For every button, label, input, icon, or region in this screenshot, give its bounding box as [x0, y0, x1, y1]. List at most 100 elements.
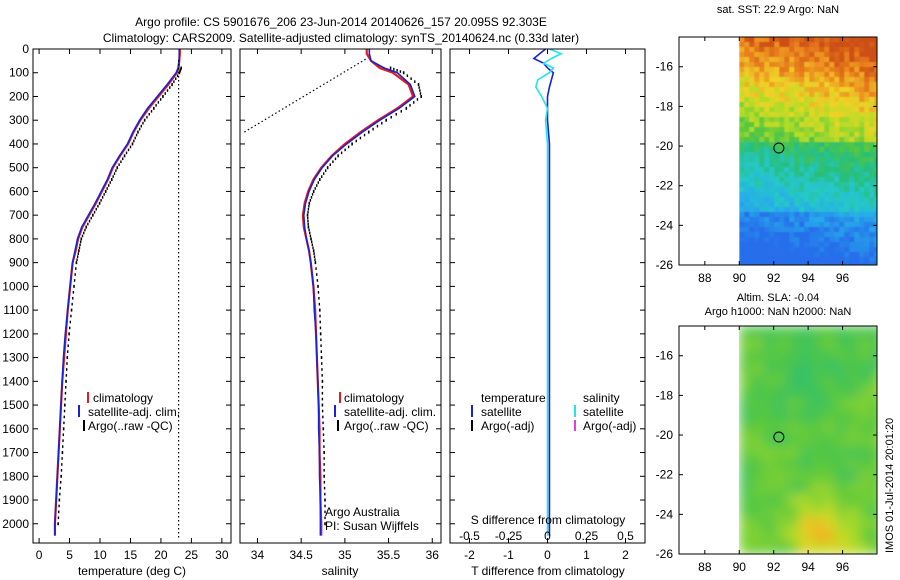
- heatmap-cell: [839, 232, 845, 238]
- heatmap-cell: [787, 398, 800, 411]
- heatmap-cell: [859, 92, 865, 98]
- heatmap-cell: [854, 127, 860, 133]
- heatmap-cell: [759, 252, 765, 258]
- map-x-tick-label: 88: [698, 560, 712, 574]
- heatmap-cell: [784, 172, 790, 178]
- heatmap-cell: [819, 57, 825, 63]
- heatmap-cell: [774, 212, 780, 218]
- heatmap-cell: [819, 117, 825, 123]
- heatmap-cell: [859, 458, 872, 471]
- heatmap-cell: [763, 458, 776, 471]
- heatmap-cell: [739, 446, 752, 459]
- heatmap-cell: [769, 52, 775, 58]
- heatmap-cell: [779, 262, 785, 265]
- heatmap-cell: [739, 187, 745, 193]
- heatmap-cell: [763, 470, 776, 483]
- heatmap-cell: [854, 37, 860, 43]
- heatmap-cell: [775, 410, 788, 423]
- heatmap-cell: [854, 82, 860, 88]
- figure-title-line2: Climatology: CARS2009. Satellite-adjuste…: [103, 31, 579, 45]
- heatmap-cell: [854, 157, 860, 163]
- heatmap-cell: [789, 117, 795, 123]
- heatmap-cell: [874, 87, 877, 93]
- heatmap-cell: [869, 247, 875, 253]
- heatmap-cell: [819, 217, 825, 223]
- heatmap-cell: [779, 182, 785, 188]
- heatmap-cell: [764, 242, 770, 248]
- heatmap-cell: [834, 192, 840, 198]
- heatmap-cell: [764, 117, 770, 123]
- heatmap-cell: [829, 262, 835, 265]
- heatmap-cell: [799, 470, 812, 483]
- heatmap-cell: [854, 262, 860, 265]
- heatmap-cell: [839, 142, 845, 148]
- heatmap-cell: [809, 212, 815, 218]
- heatmap-cell: [784, 127, 790, 133]
- heatmap-cell: [804, 142, 810, 148]
- heatmap-cell: [839, 237, 845, 243]
- heatmap-cell: [854, 212, 860, 218]
- heatmap-cell: [869, 72, 875, 78]
- heatmap-cell: [819, 222, 825, 228]
- heatmap-cell: [847, 374, 860, 387]
- heatmap-cell: [764, 97, 770, 103]
- heatmap-cell: [749, 162, 755, 168]
- heatmap-cell: [849, 87, 855, 93]
- heatmap-cell: [774, 127, 780, 133]
- heatmap-cell: [754, 72, 760, 78]
- heatmap-cell: [869, 182, 875, 188]
- heatmap-cell: [809, 227, 815, 233]
- heatmap-cell: [844, 157, 850, 163]
- heatmap-cell: [789, 47, 795, 53]
- heatmap-cell: [789, 247, 795, 253]
- heatmap-cell: [787, 362, 800, 375]
- heatmap-cell: [834, 97, 840, 103]
- heatmap-cell: [744, 217, 750, 223]
- y-tick-label: 500: [9, 161, 29, 175]
- x-tick-label: 20: [154, 548, 168, 562]
- heatmap-cell: [847, 542, 860, 554]
- heatmap-cell: [809, 137, 815, 143]
- heatmap-cell: [869, 107, 875, 113]
- heatmap-cell: [779, 252, 785, 258]
- heatmap-cell: [744, 147, 750, 153]
- y-tick-label: 1200: [2, 327, 29, 341]
- heatmap-cell: [769, 82, 775, 88]
- heatmap-cell: [779, 167, 785, 173]
- heatmap-cell: [864, 232, 870, 238]
- heatmap-cell: [794, 117, 800, 123]
- heatmap-cell: [854, 77, 860, 83]
- heatmap-cell: [874, 182, 877, 188]
- heatmap-cell: [819, 47, 825, 53]
- heatmap-cell: [849, 97, 855, 103]
- heatmap-cell: [754, 207, 760, 213]
- heatmap-cell: [854, 202, 860, 208]
- heatmap-cell: [784, 137, 790, 143]
- heatmap-cell: [849, 262, 855, 265]
- heatmap-cell: [804, 97, 810, 103]
- heatmap-cell: [769, 187, 775, 193]
- heatmap-cell: [774, 257, 780, 263]
- satellite-profile-line: [54, 49, 181, 536]
- heatmap-cell: [859, 137, 865, 143]
- heatmap-cell: [779, 122, 785, 128]
- heatmap-cell: [754, 212, 760, 218]
- heatmap-cell: [859, 247, 865, 253]
- heatmap-cell: [859, 167, 865, 173]
- heatmap-cell: [811, 398, 824, 411]
- heatmap-cell: [779, 187, 785, 193]
- heatmap-cell: [809, 157, 815, 163]
- heatmap-cell: [871, 482, 877, 495]
- heatmap-cell: [835, 362, 848, 375]
- heatmap-cell: [849, 257, 855, 263]
- heatmap-cell: [823, 470, 836, 483]
- heatmap-cell: [804, 152, 810, 158]
- heatmap-cell: [759, 82, 765, 88]
- heatmap-cell: [869, 97, 875, 103]
- heatmap-cell: [789, 242, 795, 248]
- heatmap-cell: [819, 162, 825, 168]
- heatmap-cell: [835, 374, 848, 387]
- heatmap-cell: [839, 192, 845, 198]
- heatmap-cell: [789, 67, 795, 73]
- heatmap-cell: [804, 157, 810, 163]
